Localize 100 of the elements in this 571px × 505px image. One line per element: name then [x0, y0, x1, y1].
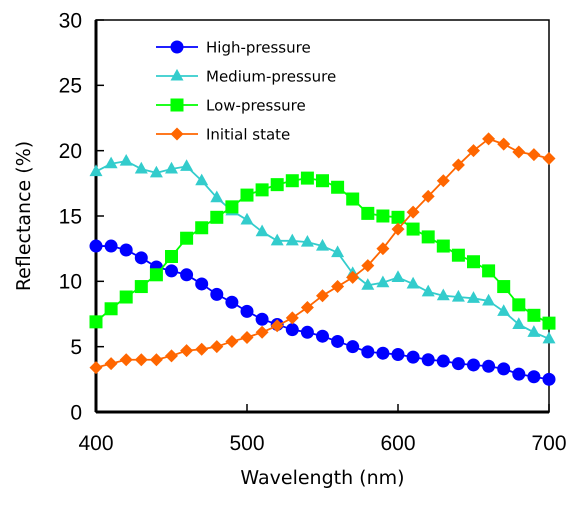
- point: [361, 345, 374, 358]
- point: [256, 326, 269, 339]
- point: [90, 164, 102, 176]
- point: [240, 331, 254, 344]
- point: [195, 277, 208, 290]
- point: [331, 280, 344, 294]
- point: [512, 298, 526, 312]
- point: [150, 353, 163, 366]
- point: [256, 312, 269, 326]
- point: [286, 323, 299, 336]
- point: [316, 238, 329, 251]
- point: [542, 316, 556, 330]
- x-tick-label: 600: [380, 432, 416, 455]
- point: [542, 152, 556, 166]
- point: [286, 174, 299, 188]
- point: [512, 317, 526, 330]
- point: [225, 200, 238, 214]
- point: [376, 275, 390, 288]
- point: [527, 308, 540, 322]
- legend-label: High-pressure: [206, 38, 311, 56]
- point: [542, 372, 556, 386]
- point: [104, 156, 118, 168]
- point: [165, 349, 178, 362]
- point: [150, 268, 163, 282]
- point: [436, 354, 450, 368]
- point: [376, 346, 390, 360]
- point: [195, 174, 208, 186]
- point: [527, 148, 540, 162]
- point: [210, 340, 224, 354]
- point: [452, 158, 465, 172]
- y-tick-label: 25: [58, 74, 82, 98]
- point: [422, 284, 435, 296]
- y-tick-label: 30: [58, 9, 82, 32]
- point: [300, 172, 314, 185]
- y-tick-label: 20: [58, 140, 82, 164]
- point: [240, 212, 254, 224]
- point: [90, 315, 102, 328]
- point: [422, 230, 435, 244]
- point: [497, 280, 510, 294]
- point: [467, 255, 480, 268]
- point: [195, 221, 208, 234]
- point: [406, 222, 420, 236]
- x-tick-label: 400: [78, 432, 114, 455]
- point: [392, 348, 404, 362]
- point: [512, 368, 526, 381]
- legend-label: Medium-pressure: [206, 67, 336, 86]
- point: [134, 251, 148, 264]
- point: [392, 210, 404, 224]
- point: [497, 138, 510, 151]
- point: [180, 159, 194, 171]
- point: [134, 353, 148, 366]
- legend-label: Low-pressure: [206, 96, 306, 114]
- point: [165, 162, 178, 174]
- point: [452, 290, 465, 302]
- point: [316, 174, 329, 188]
- point: [270, 234, 284, 246]
- point: [482, 132, 496, 146]
- point: [256, 224, 269, 236]
- x-tick-label: 500: [229, 432, 265, 455]
- point: [225, 334, 238, 348]
- point: [300, 326, 314, 339]
- point: [165, 264, 178, 278]
- point: [331, 180, 344, 194]
- point: [316, 330, 329, 343]
- x-axis-title: Wavelength (nm): [240, 467, 405, 489]
- point: [527, 370, 540, 384]
- point: [270, 178, 284, 192]
- point: [467, 144, 480, 158]
- point: [240, 188, 254, 202]
- point: [361, 278, 374, 290]
- point: [210, 210, 224, 224]
- point: [497, 362, 510, 376]
- point: [120, 353, 133, 366]
- x-tick-label: 700: [531, 432, 567, 455]
- point: [406, 350, 420, 364]
- point: [467, 291, 480, 303]
- point: [346, 192, 360, 206]
- y-tick-label: 15: [58, 205, 82, 228]
- point: [527, 325, 540, 337]
- point: [104, 302, 118, 316]
- point: [300, 234, 314, 247]
- point: [210, 288, 224, 301]
- point: [361, 206, 374, 220]
- point: [512, 145, 526, 158]
- point: [120, 243, 133, 256]
- point: [316, 289, 329, 302]
- point: [134, 280, 148, 294]
- point: [134, 162, 148, 174]
- y-tick-label: 10: [58, 270, 82, 294]
- legend-label: Initial state: [206, 125, 290, 144]
- point: [482, 264, 496, 278]
- point: [331, 334, 344, 348]
- point: [180, 232, 194, 245]
- point: [436, 174, 450, 188]
- y-tick-label: 5: [70, 336, 82, 360]
- point: [180, 344, 194, 358]
- point: [210, 190, 224, 202]
- point: [376, 242, 390, 256]
- point: [361, 259, 374, 272]
- point: [467, 358, 480, 372]
